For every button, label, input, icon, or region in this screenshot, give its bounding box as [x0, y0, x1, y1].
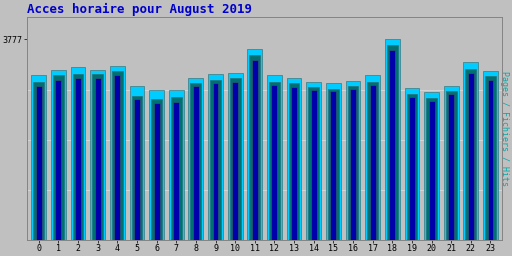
Bar — [75, 78, 81, 240]
Bar — [308, 87, 319, 240]
Bar — [230, 78, 241, 240]
Bar — [365, 76, 380, 240]
Bar — [173, 102, 179, 240]
Bar — [114, 76, 120, 240]
Bar — [350, 89, 356, 240]
Bar — [267, 76, 282, 240]
Bar — [446, 91, 457, 240]
Bar — [348, 86, 358, 240]
Bar — [210, 80, 221, 240]
Bar — [269, 82, 280, 240]
Bar — [33, 82, 44, 240]
Bar — [188, 78, 203, 240]
Bar — [71, 68, 86, 240]
Bar — [370, 85, 376, 240]
Bar — [130, 86, 144, 240]
Bar — [483, 71, 498, 240]
Bar — [134, 99, 140, 240]
Bar — [149, 90, 164, 240]
Bar — [291, 87, 297, 240]
Bar — [389, 50, 395, 240]
Bar — [271, 85, 278, 240]
Bar — [51, 70, 66, 240]
Bar — [31, 76, 46, 240]
Bar — [212, 83, 219, 240]
Bar — [487, 80, 494, 240]
Bar — [169, 90, 184, 240]
Bar — [429, 101, 435, 240]
Bar — [407, 94, 417, 240]
Bar — [228, 73, 243, 240]
Y-axis label: Pages / Fichiers / Hits: Pages / Fichiers / Hits — [500, 71, 509, 186]
Bar — [55, 80, 61, 240]
Bar — [287, 78, 302, 240]
Bar — [409, 97, 415, 240]
Bar — [232, 82, 238, 240]
Bar — [110, 66, 124, 240]
Bar — [247, 49, 262, 240]
Bar — [252, 59, 258, 240]
Bar — [95, 78, 100, 240]
Bar — [306, 82, 321, 240]
Bar — [426, 98, 437, 240]
Bar — [151, 99, 162, 240]
Bar — [346, 81, 360, 240]
Bar — [249, 55, 260, 240]
Bar — [92, 74, 103, 240]
Bar — [424, 92, 439, 240]
Bar — [367, 82, 378, 240]
Bar — [36, 86, 41, 240]
Bar — [404, 88, 419, 240]
Bar — [190, 83, 201, 240]
Bar — [444, 86, 459, 240]
Bar — [53, 76, 64, 240]
Bar — [171, 97, 182, 240]
Bar — [208, 74, 223, 240]
Bar — [90, 70, 105, 240]
Bar — [468, 73, 474, 240]
Bar — [485, 77, 496, 240]
Bar — [311, 90, 316, 240]
Bar — [387, 45, 398, 240]
Bar — [193, 86, 199, 240]
Bar — [385, 39, 400, 240]
Bar — [154, 103, 160, 240]
Bar — [328, 89, 339, 240]
Bar — [326, 83, 340, 240]
Bar — [73, 74, 83, 240]
Bar — [465, 69, 476, 240]
Bar — [112, 71, 123, 240]
Bar — [463, 62, 478, 240]
Bar — [330, 91, 336, 240]
Bar — [289, 83, 300, 240]
Bar — [132, 95, 142, 240]
Text: Acces horaire pour August 2019: Acces horaire pour August 2019 — [27, 3, 252, 16]
Bar — [449, 94, 454, 240]
